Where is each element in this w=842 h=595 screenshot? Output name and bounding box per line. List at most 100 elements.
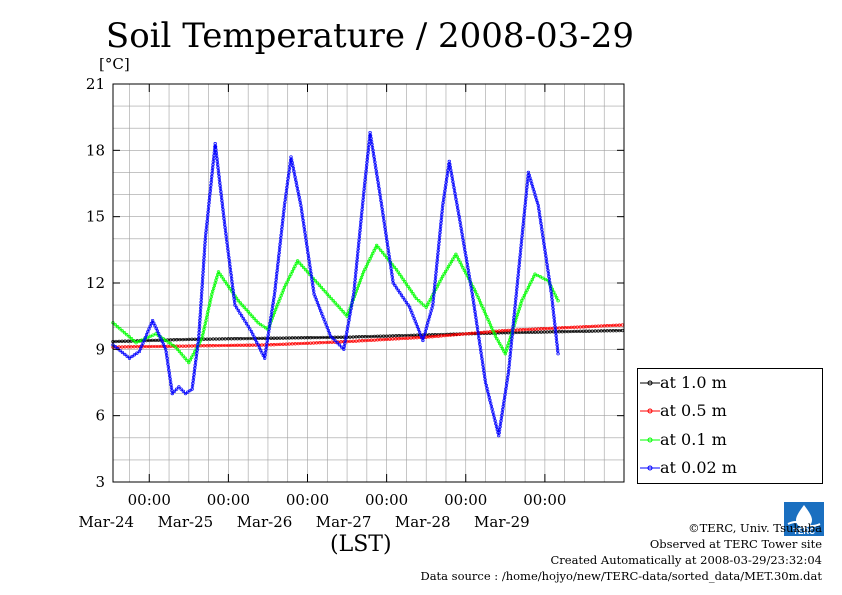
series-point — [204, 318, 208, 323]
series-point — [516, 273, 520, 277]
series-point — [201, 333, 205, 337]
series-point — [462, 244, 466, 249]
series-point — [353, 277, 357, 281]
series-point — [506, 343, 510, 348]
series-point — [460, 232, 464, 237]
series-point — [295, 186, 300, 191]
series-point — [167, 371, 171, 375]
series-point — [489, 401, 493, 405]
series-point — [363, 175, 368, 179]
series-point — [197, 333, 201, 337]
series-point — [205, 337, 209, 341]
series-point — [382, 222, 387, 226]
series-point — [159, 337, 163, 341]
series-point — [301, 265, 306, 270]
series-point — [506, 372, 510, 377]
series-point — [324, 323, 328, 327]
series-point — [438, 225, 443, 229]
series-point — [220, 275, 224, 279]
series-point — [317, 283, 322, 287]
series-point — [384, 337, 389, 342]
series-point — [272, 343, 276, 347]
series-point — [399, 293, 404, 297]
series-point — [203, 324, 207, 329]
series-point — [391, 337, 395, 341]
series-point — [551, 304, 555, 308]
x-tick-date: Mar-29 — [474, 513, 530, 531]
series-point — [179, 352, 183, 356]
series-point — [278, 245, 282, 249]
series-point — [204, 225, 209, 229]
series-point — [275, 336, 279, 340]
series-point — [520, 231, 525, 235]
series-point — [296, 336, 301, 340]
series-point — [507, 366, 511, 371]
series-point — [496, 430, 500, 435]
series-point — [498, 341, 502, 346]
series-point — [465, 274, 469, 278]
series-point — [546, 271, 551, 276]
series-point — [202, 255, 206, 259]
series-point — [552, 316, 556, 320]
series-point — [209, 177, 214, 182]
series-point — [243, 319, 247, 323]
series-point — [134, 341, 138, 345]
series-point — [461, 266, 465, 270]
series-point — [198, 315, 202, 319]
series-point — [206, 310, 210, 314]
series-point — [202, 344, 206, 348]
series-point — [447, 159, 451, 164]
series-point — [522, 293, 527, 298]
series-point — [442, 333, 447, 338]
series-point — [304, 236, 308, 240]
series-point — [221, 208, 225, 212]
series-point — [532, 190, 536, 194]
series-point — [292, 172, 297, 176]
series-point — [512, 315, 516, 319]
series-point — [371, 148, 375, 152]
series-point — [339, 340, 343, 344]
series-point — [522, 213, 526, 217]
series-point — [544, 259, 549, 264]
series-point — [217, 343, 221, 348]
series-point — [195, 345, 200, 349]
series-point — [314, 298, 318, 302]
series-point — [199, 303, 203, 307]
series-point — [269, 343, 273, 347]
series-point — [473, 310, 477, 314]
series-point — [521, 219, 526, 223]
series-point — [381, 213, 385, 217]
series-point — [126, 339, 130, 343]
series-point — [272, 292, 277, 296]
series-point — [364, 264, 368, 269]
series-point — [557, 326, 561, 330]
series-point — [248, 327, 252, 331]
series-point — [506, 375, 510, 379]
series-point — [207, 195, 212, 199]
series-point — [302, 341, 307, 346]
series-point — [169, 342, 173, 346]
series-point — [497, 329, 501, 333]
series-point — [578, 325, 582, 329]
series-point — [275, 342, 279, 347]
series-point — [123, 339, 127, 343]
series-point — [545, 326, 549, 331]
series-point — [290, 161, 294, 165]
series-point — [205, 216, 210, 220]
series-point — [377, 187, 381, 191]
series-point — [212, 150, 216, 155]
series-point — [366, 338, 371, 343]
series-point — [464, 256, 468, 260]
footer: ©TERC, Univ. Tsukuba Observed at TERC To… — [420, 520, 822, 584]
series-point — [519, 243, 523, 247]
series-point — [312, 292, 316, 296]
series-point — [553, 322, 557, 326]
series-point — [141, 341, 145, 345]
series-point — [381, 337, 386, 342]
series-point — [409, 308, 413, 312]
series-point — [419, 333, 423, 337]
series-point — [406, 336, 410, 340]
series-point — [462, 268, 466, 273]
series-point — [394, 334, 398, 338]
series-point — [153, 324, 157, 328]
